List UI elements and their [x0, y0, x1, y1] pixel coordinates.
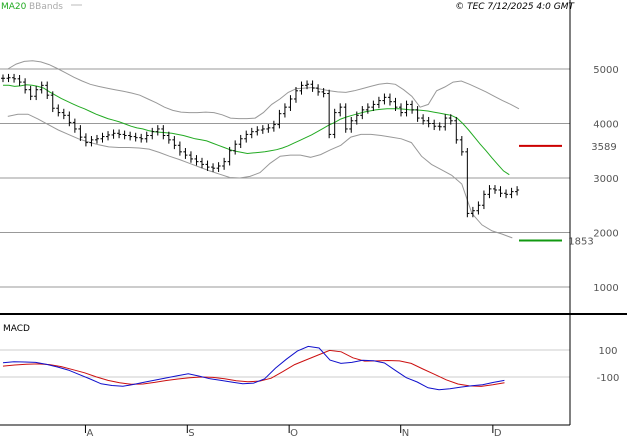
support-label: 1853 — [568, 237, 593, 248]
month-tick-label: S — [188, 428, 194, 439]
month-tick-label: A — [86, 428, 93, 439]
price-tick-label: 5000 — [593, 65, 618, 76]
macd-line — [2, 345, 505, 391]
axis-labels: 1000 2000 3000 4000 5000 100 -100 A S O N D — [84, 65, 620, 439]
chart-header: MA20 BBands © TEC 7/12/2025 4:0 GMT — [1, 2, 576, 12]
macd-panel: MACD — [2, 324, 505, 391]
price-tick-label: 2000 — [593, 229, 618, 240]
price-tick-label: 4000 — [593, 120, 618, 131]
month-tick-label: N — [402, 428, 409, 439]
ma20-legend: MA20 — [1, 2, 27, 12]
price-tick-label: 1000 — [593, 283, 618, 294]
month-tick-label: O — [290, 428, 298, 439]
copyright-text: © TEC 7/12/2025 4:0 GMT — [455, 2, 575, 12]
price-bars — [1, 73, 520, 218]
support-resistance-levels: 3589 1853 — [519, 142, 617, 248]
macd-title: MACD — [3, 324, 30, 334]
bollinger-bands — [7, 60, 520, 239]
bb-lower-line — [7, 113, 513, 239]
moving-average — [3, 84, 510, 176]
resistance-label: 3589 — [591, 142, 616, 153]
macd-tick-label: 100 — [598, 346, 617, 357]
price-tick-label: 3000 — [593, 174, 618, 185]
macd-signal-line — [2, 349, 505, 387]
chart-frame — [0, 0, 627, 426]
month-tick-label: D — [494, 428, 502, 439]
bbands-legend: BBands — [29, 2, 63, 12]
bb-upper-line — [7, 60, 520, 120]
macd-tick-label: -100 — [597, 373, 620, 384]
grid-lines — [0, 68, 570, 378]
ma20-line — [3, 84, 510, 176]
